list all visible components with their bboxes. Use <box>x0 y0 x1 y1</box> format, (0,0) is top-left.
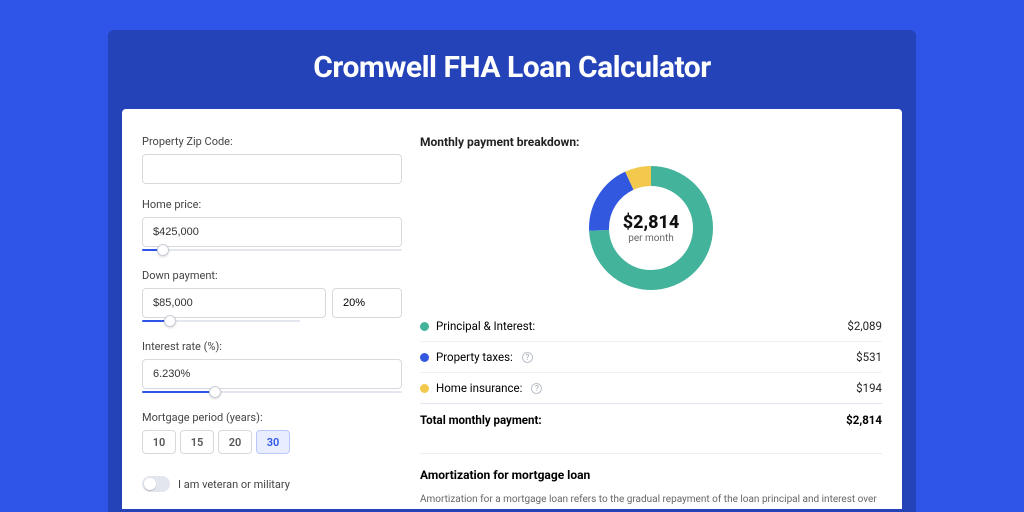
donut-sub: per month <box>623 233 680 244</box>
breakdown-panel: Monthly payment breakdown: $2,814 per mo… <box>420 135 882 509</box>
period-field: Mortgage period (years): 10 15 20 30 <box>142 411 402 454</box>
down-slider-thumb[interactable] <box>164 315 176 327</box>
veteran-toggle[interactable] <box>142 476 170 492</box>
app-frame: Cromwell FHA Loan Calculator Property Zi… <box>108 30 916 512</box>
period-option-10[interactable]: 10 <box>142 430 176 454</box>
amortization-section: Amortization for mortgage loan Amortizat… <box>420 453 882 509</box>
period-options: 10 15 20 30 <box>142 430 402 454</box>
zip-field: Property Zip Code: <box>142 135 402 184</box>
legend: Principal & Interest: $2,089 Property ta… <box>420 311 882 435</box>
info-icon[interactable]: ? <box>522 352 533 363</box>
period-option-30[interactable]: 30 <box>256 430 290 454</box>
zip-input[interactable] <box>142 154 402 184</box>
legend-row-pi: Principal & Interest: $2,089 <box>420 311 882 341</box>
legend-label-pi: Principal & Interest: <box>436 319 535 333</box>
legend-label-insurance: Home insurance: <box>436 381 522 395</box>
legend-row-insurance: Home insurance: ? $194 <box>420 372 882 403</box>
period-label: Mortgage period (years): <box>142 411 402 424</box>
rate-input[interactable] <box>142 359 402 389</box>
legend-value-total: $2,814 <box>846 413 882 427</box>
rate-field: Interest rate (%): <box>142 340 402 389</box>
legend-row-total: Total monthly payment: $2,814 <box>420 403 882 435</box>
inputs-panel: Property Zip Code: Home price: Down paym… <box>142 135 402 509</box>
legend-label-total: Total monthly payment: <box>420 413 542 427</box>
down-amount-input[interactable] <box>142 288 326 318</box>
legend-label-taxes: Property taxes: <box>436 350 513 364</box>
down-field: Down payment: <box>142 269 402 318</box>
page-title: Cromwell FHA Loan Calculator <box>122 50 902 85</box>
legend-dot-insurance <box>420 384 429 393</box>
rate-slider[interactable] <box>142 391 402 393</box>
calculator-card: Property Zip Code: Home price: Down paym… <box>122 109 902 509</box>
breakdown-title: Monthly payment breakdown: <box>420 135 882 149</box>
price-slider[interactable] <box>142 249 402 251</box>
donut-chart-wrap: $2,814 per month <box>420 163 882 293</box>
legend-value-taxes: $531 <box>856 350 882 364</box>
amortization-text: Amortization for a mortgage loan refers … <box>420 492 882 509</box>
zip-label: Property Zip Code: <box>142 135 402 148</box>
price-slider-thumb[interactable] <box>157 244 169 256</box>
legend-dot-pi <box>420 322 429 331</box>
legend-dot-taxes <box>420 353 429 362</box>
legend-value-insurance: $194 <box>856 381 882 395</box>
veteran-label: I am veteran or military <box>178 478 290 491</box>
amortization-title: Amortization for mortgage loan <box>420 468 882 482</box>
veteran-row: I am veteran or military <box>142 476 402 492</box>
donut-chart: $2,814 per month <box>586 163 716 293</box>
rate-label: Interest rate (%): <box>142 340 402 353</box>
price-field: Home price: <box>142 198 402 247</box>
down-label: Down payment: <box>142 269 402 282</box>
period-option-20[interactable]: 20 <box>218 430 252 454</box>
legend-row-taxes: Property taxes: ? $531 <box>420 341 882 372</box>
down-percent-input[interactable] <box>332 288 402 318</box>
veteran-toggle-knob <box>144 478 156 490</box>
price-label: Home price: <box>142 198 402 211</box>
price-input[interactable] <box>142 217 402 247</box>
rate-slider-thumb[interactable] <box>209 386 221 398</box>
info-icon[interactable]: ? <box>531 383 542 394</box>
legend-value-pi: $2,089 <box>847 319 882 333</box>
donut-amount: $2,814 <box>623 212 680 233</box>
period-option-15[interactable]: 15 <box>180 430 214 454</box>
donut-center: $2,814 per month <box>623 212 680 244</box>
